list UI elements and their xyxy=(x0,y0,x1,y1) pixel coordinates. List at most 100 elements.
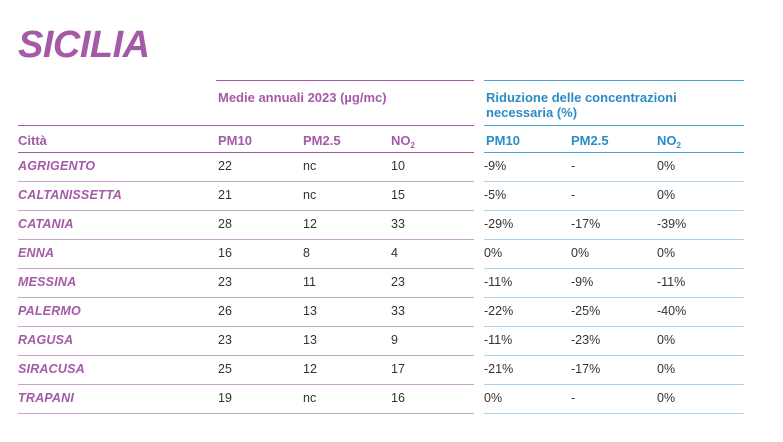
reduction-pm25-value: - xyxy=(571,188,576,202)
city-name: SIRACUSA xyxy=(18,362,85,376)
row-divider-left xyxy=(18,297,474,298)
table-row: ENNA 16 8 4 0% 0% 0% xyxy=(0,240,783,269)
page-title: SICILIA xyxy=(18,24,150,66)
reduction-pm25-value: - xyxy=(571,391,576,405)
reduction-pm25-value: -17% xyxy=(571,362,601,376)
pm25-value: nc xyxy=(303,188,317,202)
red-no2-subscript: 2 xyxy=(676,141,681,150)
table-row: SIRACUSA 25 12 17 -21% -17% 0% xyxy=(0,356,783,385)
city-name: ENNA xyxy=(18,246,55,260)
row-divider-right xyxy=(484,413,744,414)
reduction-pm10-value: -29% xyxy=(484,217,514,231)
city-name: AGRIGENTO xyxy=(18,159,96,173)
reduction-pm25-value: 0% xyxy=(571,246,590,260)
reduction-no2-value: 0% xyxy=(657,159,676,173)
reduction-pm25-value: - xyxy=(571,159,576,173)
row-divider-right xyxy=(484,297,744,298)
col-header-reduction-no2: NO2 xyxy=(657,133,681,150)
reduction-pm10-value: -9% xyxy=(484,159,507,173)
table-row: PALERMO 26 13 33 -22% -25% -40% xyxy=(0,298,783,327)
no2-value: 33 xyxy=(391,217,405,231)
city-name: CALTANISSETTA xyxy=(18,188,122,202)
city-name: CATANIA xyxy=(18,217,74,231)
pm10-value: 23 xyxy=(218,275,232,289)
reduction-pm10-value: -5% xyxy=(484,188,507,202)
reduction-no2-value: 0% xyxy=(657,391,676,405)
reduction-no2-value: 0% xyxy=(657,362,676,376)
row-divider-right xyxy=(484,239,744,240)
reduction-pm10-value: 0% xyxy=(484,391,503,405)
no2-value: 15 xyxy=(391,188,405,202)
no2-value: 4 xyxy=(391,246,398,260)
row-divider-right xyxy=(484,384,744,385)
reduction-no2-value: -39% xyxy=(657,217,687,231)
red-no2-label: NO xyxy=(657,133,677,148)
table-row: TRAPANI 19 nc 16 0% - 0% xyxy=(0,385,783,414)
col-header-no2: NO2 xyxy=(391,133,415,150)
row-divider-left xyxy=(18,181,474,182)
pm25-value: 12 xyxy=(303,362,317,376)
no2-value: 23 xyxy=(391,275,405,289)
reduction-pm25-value: -23% xyxy=(571,333,601,347)
reduction-pm25-value: -9% xyxy=(571,275,594,289)
pm25-value: 11 xyxy=(303,275,316,289)
reduction-no2-value: 0% xyxy=(657,246,676,260)
reduction-pm10-value: -11% xyxy=(484,275,513,289)
reduction-pm10-value: 0% xyxy=(484,246,503,260)
header-bottom-rule-left xyxy=(18,152,474,153)
columns-top-rule-left xyxy=(18,125,474,126)
table-row: RAGUSA 23 13 9 -11% -23% 0% xyxy=(0,327,783,356)
row-divider-right xyxy=(484,355,744,356)
city-name: RAGUSA xyxy=(18,333,74,347)
pm10-value: 25 xyxy=(218,362,232,376)
reduction-group-header-line2: necessaria (%) xyxy=(486,105,578,120)
no2-label: NO xyxy=(391,133,411,148)
table-row: AGRIGENTO 22 nc 10 -9% - 0% xyxy=(0,153,783,182)
reduction-group-header-line1: Riduzione delle concentrazioni xyxy=(486,90,677,105)
table-row: MESSINA 23 11 23 -11% -9% -11% xyxy=(0,269,783,298)
pm25-value: nc xyxy=(303,391,317,405)
means-group-top-rule xyxy=(216,80,474,81)
pm10-value: 19 xyxy=(218,391,232,405)
row-divider-left xyxy=(18,210,474,211)
reduction-pm25-value: -17% xyxy=(571,217,601,231)
pm25-value: 8 xyxy=(303,246,310,260)
no2-value: 33 xyxy=(391,304,405,318)
city-name: MESSINA xyxy=(18,275,77,289)
reduction-group-top-rule xyxy=(484,80,744,81)
no2-value: 10 xyxy=(391,159,405,173)
row-divider-left xyxy=(18,239,474,240)
pm25-value: 12 xyxy=(303,217,317,231)
reduction-no2-value: 0% xyxy=(657,333,676,347)
pm25-value: nc xyxy=(303,159,317,173)
columns-top-rule-right xyxy=(484,125,744,126)
table-row: CALTANISSETTA 21 nc 15 -5% - 0% xyxy=(0,182,783,211)
no2-value: 16 xyxy=(391,391,405,405)
pm10-value: 16 xyxy=(218,246,232,260)
no2-value: 9 xyxy=(391,333,398,347)
row-divider-left xyxy=(18,413,474,414)
reduction-pm10-value: -22% xyxy=(484,304,514,318)
col-header-pm10: PM10 xyxy=(218,133,252,148)
row-divider-left xyxy=(18,268,474,269)
row-divider-right xyxy=(484,326,744,327)
reduction-pm10-value: -11% xyxy=(484,333,513,347)
pm25-value: 13 xyxy=(303,304,317,318)
pm10-value: 26 xyxy=(218,304,232,318)
reduction-pm25-value: -25% xyxy=(571,304,601,318)
row-divider-right xyxy=(484,210,744,211)
city-name: PALERMO xyxy=(18,304,81,318)
col-header-reduction-pm10: PM10 xyxy=(486,133,520,148)
means-group-header: Medie annuali 2023 (µg/mc) xyxy=(218,90,387,105)
pm10-value: 28 xyxy=(218,217,232,231)
city-name: TRAPANI xyxy=(18,391,75,405)
no2-value: 17 xyxy=(391,362,405,376)
row-divider-right xyxy=(484,181,744,182)
pm10-value: 22 xyxy=(218,159,232,173)
reduction-group-header: Riduzione delle concentrazioni necessari… xyxy=(486,90,677,120)
col-header-pm25: PM2.5 xyxy=(303,133,341,148)
table-row: CATANIA 28 12 33 -29% -17% -39% xyxy=(0,211,783,240)
pm10-value: 21 xyxy=(218,188,232,202)
row-divider-right xyxy=(484,268,744,269)
row-divider-left xyxy=(18,355,474,356)
